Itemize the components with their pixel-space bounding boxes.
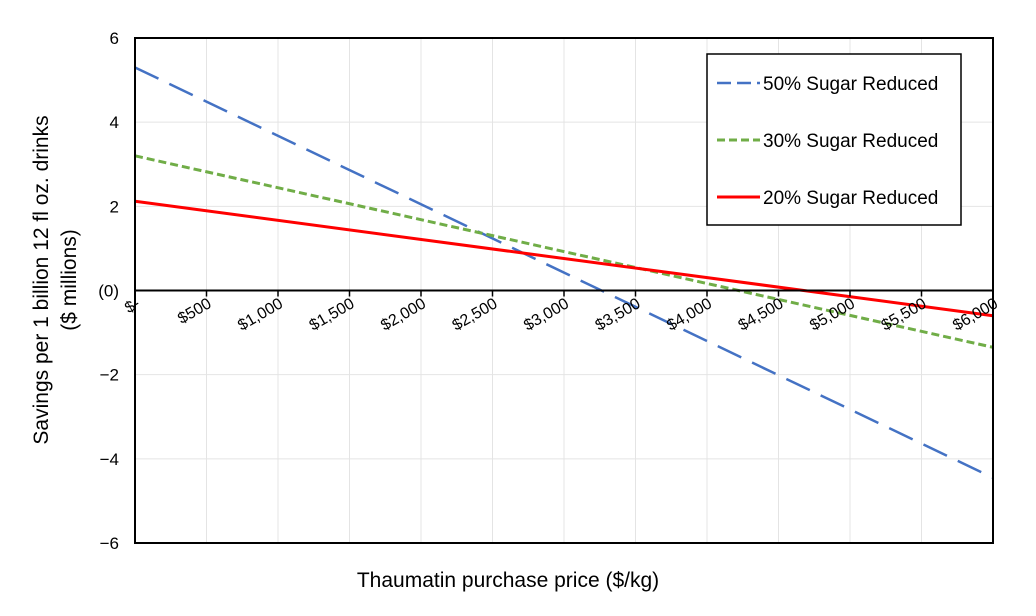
x-tick-label: $- bbox=[122, 295, 143, 317]
y-axis-title-line1: Savings per 1 billion 12 fl oz. drinks bbox=[30, 115, 53, 444]
x-tick-labels: $- $500 $1,000 $1,500 $2,000 $2,500 $3,000 $3,5… bbox=[122, 295, 1001, 334]
legend-label-3: 20% Sugar Reduced bbox=[763, 188, 938, 209]
series-line-2 bbox=[134, 154, 994, 349]
series-line-1 bbox=[134, 66, 994, 479]
y-tick-label: −2 bbox=[100, 366, 119, 385]
legend-label-2: 30% Sugar Reduced bbox=[763, 131, 938, 152]
y-tick-label: 4 bbox=[110, 113, 119, 132]
legend-label-1: 50% Sugar Reduced bbox=[763, 74, 938, 95]
x-tick-label: $500 bbox=[175, 295, 214, 328]
y-tick-label: (0) bbox=[98, 282, 119, 301]
y-tick-label: −4 bbox=[100, 450, 119, 469]
x-tick-marks bbox=[134, 290, 994, 297]
y-axis-title: Savings per 1 billion 12 fl oz. drinks (… bbox=[30, 115, 81, 444]
y-tick-label: 2 bbox=[110, 197, 119, 216]
y-tick-label: 6 bbox=[110, 29, 119, 48]
y-tick-label: −6 bbox=[100, 534, 119, 553]
x-axis-title: Thaumatin purchase price ($/kg) bbox=[357, 569, 659, 592]
series-line-3 bbox=[134, 199, 994, 318]
series-lines bbox=[134, 66, 994, 479]
y-axis-title-line2: ($ millions) bbox=[58, 229, 81, 331]
legend: 50% Sugar Reduced 30% Sugar Reduced 20% Su… bbox=[706, 53, 962, 226]
y-tick-labels: 6 4 2 (0) −2 −4 −6 bbox=[98, 29, 119, 553]
